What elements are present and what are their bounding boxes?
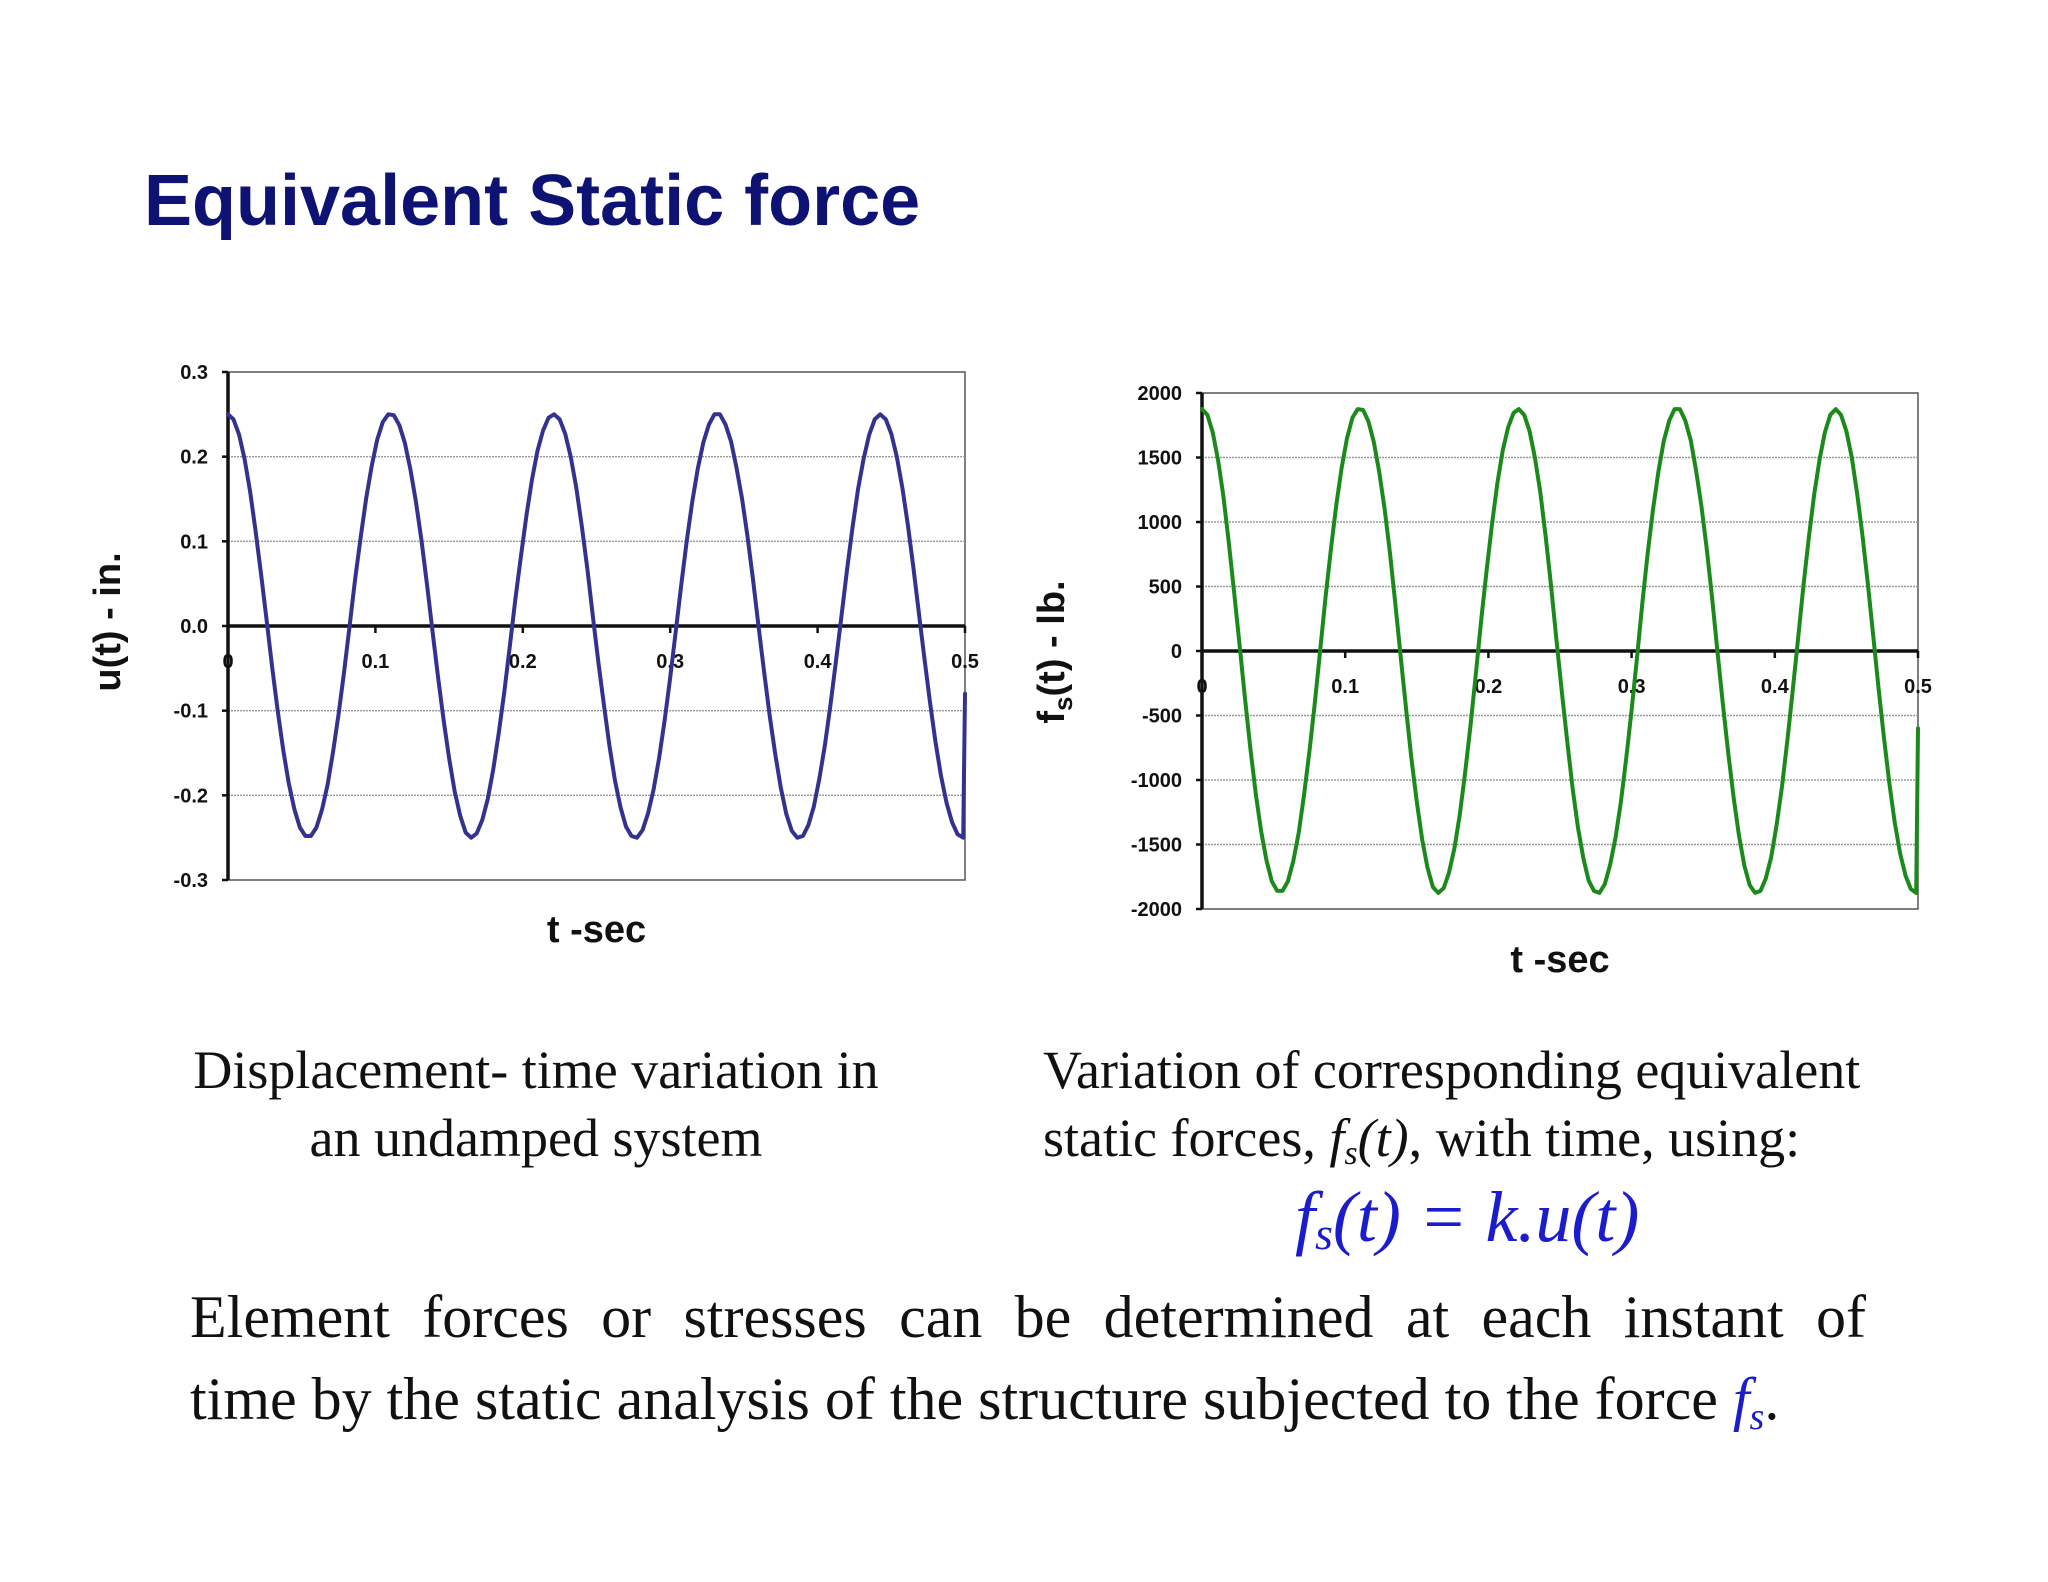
y-tick-label: -0.3 (174, 870, 208, 892)
y-tick-label: 0.2 (180, 447, 208, 469)
formula-fs-equals-ku: fs(t) = k.u(t) (1295, 1176, 1639, 1260)
bottom-line-2: time by the static analysis of the struc… (190, 1358, 1866, 1458)
y-tick-label: 0.3 (180, 362, 208, 384)
slide-title: Equivalent Static force (144, 161, 921, 241)
right-caption-text-a: static forces, (1043, 1108, 1330, 1168)
force-chart: 2000 1500 1000 500 0 -500 -1000 -1500 -2000 0 0.1 0… (1031, 383, 1932, 981)
x-tick-label: 0.5 (951, 651, 979, 673)
x-axis-title: t -sec (547, 909, 646, 951)
x-tick-label: 0.2 (1474, 676, 1502, 698)
x-tick-label: 0.1 (1331, 676, 1359, 698)
fs-symbol-sub: s (1344, 1135, 1358, 1172)
bottom-line-2-text: time by the static analysis of the struc… (190, 1366, 1733, 1432)
right-caption-text-b: , with time, using: (1408, 1108, 1801, 1168)
series-line (1200, 407, 1920, 895)
bottom-period: . (1764, 1366, 1780, 1432)
x-tick-label: 0 (1196, 676, 1207, 698)
y-tick-label: 500 (1149, 577, 1182, 599)
y-tick-label: -500 (1142, 706, 1182, 728)
x-tick-label: 0.2 (509, 651, 537, 673)
formula-sub: s (1315, 1208, 1333, 1259)
right-chart-caption: Variation of corresponding equivalent st… (1043, 1036, 1860, 1188)
left-chart-caption: Displacement- time variation in an undam… (100, 1036, 972, 1172)
left-caption-line-2: an undamped system (309, 1108, 763, 1168)
y-tick-label: 1000 (1138, 512, 1183, 534)
y-tick-label: -1500 (1131, 835, 1182, 857)
y-axis-title: fs(t) - lb. (1031, 580, 1078, 723)
bottom-fs-sub: s (1749, 1396, 1765, 1438)
y-tick-label: 1500 (1138, 448, 1183, 470)
x-tick-label: 0.3 (1618, 676, 1646, 698)
displacement-chart: 0.30.20.10.0-0.1-0.2-0.30 0.1 0.2 0.3 0.4 0.5… (87, 362, 979, 951)
fs-symbol-f: f (1329, 1108, 1345, 1168)
right-caption-line-1: Variation of corresponding equivalent (1043, 1040, 1861, 1100)
bottom-paragraph: Element forces or stresses can be determ… (190, 1276, 1866, 1458)
bottom-fs-symbol: fs (1732, 1366, 1764, 1438)
y-tick-label: -0.1 (174, 701, 208, 723)
y-tick-label: -2000 (1131, 899, 1182, 921)
formula-f: f (1295, 1177, 1316, 1257)
x-tick-label: 0.5 (1904, 676, 1932, 698)
formula-rest: (t) = k.u(t) (1332, 1177, 1640, 1257)
x-tick-label: 0 (222, 651, 233, 673)
y-tick-label: 0 (1171, 641, 1182, 663)
x-tick-label: 0.4 (804, 651, 833, 673)
y-tick-label: -1000 (1131, 770, 1182, 792)
fs-symbol-t: (t) (1357, 1108, 1409, 1168)
left-caption-line-1: Displacement- time variation in (193, 1040, 879, 1100)
fs-symbol: fs(t) (1329, 1108, 1409, 1172)
y-tick-label: -0.2 (174, 785, 208, 807)
x-axis-title: t -sec (1510, 939, 1609, 981)
y-axis-title: u(t) - in. (87, 552, 129, 691)
y-tick-label: 2000 (1138, 383, 1183, 405)
x-tick-label: 0.1 (361, 651, 389, 673)
y-tick-label: 0.1 (180, 531, 208, 553)
y-tick-label: 0.0 (180, 616, 208, 638)
bottom-line-1: Element forces or stresses can be determ… (190, 1284, 1866, 1350)
right-caption-line-2: static forces, fs(t), with time, using: (1043, 1104, 1860, 1188)
series-line (226, 412, 967, 840)
bottom-fs-f: f (1732, 1366, 1750, 1432)
x-tick-label: 0.4 (1761, 676, 1790, 698)
